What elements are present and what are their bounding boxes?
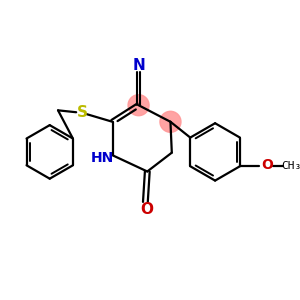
Text: CH₃: CH₃ xyxy=(281,161,300,171)
Text: HN: HN xyxy=(90,151,114,165)
Circle shape xyxy=(128,95,149,116)
Text: O: O xyxy=(261,158,273,172)
Circle shape xyxy=(160,111,181,132)
Text: N: N xyxy=(132,58,145,73)
Text: O: O xyxy=(140,202,153,217)
Text: S: S xyxy=(76,105,87,120)
